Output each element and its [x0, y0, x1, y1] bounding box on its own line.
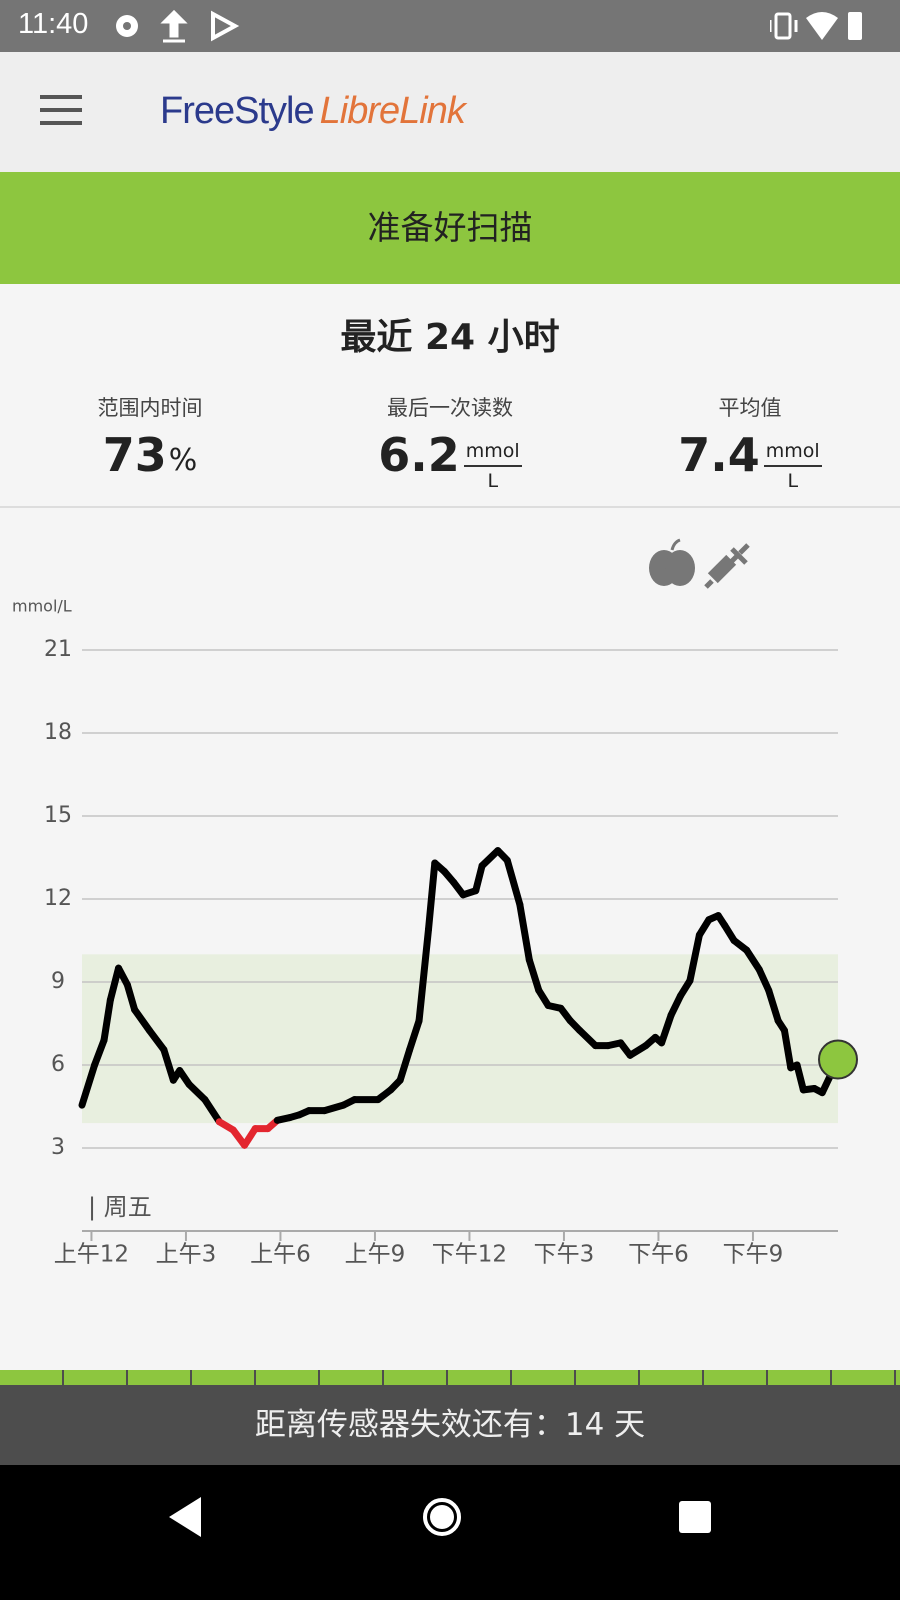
scan-banner[interactable]: 准备好扫描	[0, 172, 900, 284]
glucose-segment	[576, 1026, 599, 1050]
glucose-segment	[123, 981, 139, 1014]
y-tick-label: 15	[44, 803, 72, 828]
logo-text: LibreLink	[319, 90, 466, 132]
glucose-segment	[91, 1036, 108, 1069]
glucose-segment	[396, 1046, 414, 1084]
stat-unit: mmol	[763, 440, 822, 467]
glucose-segment	[686, 931, 703, 985]
stat-unit: mmol	[463, 440, 522, 467]
x-tick-label: 上午3	[156, 1242, 217, 1268]
glucose-segment	[525, 956, 543, 994]
x-tick-label: 下午12	[432, 1242, 507, 1268]
glucose-segment	[667, 992, 684, 1019]
stat-value: 7.4	[678, 428, 760, 482]
divider	[0, 506, 900, 508]
x-tick-label: 下午3	[534, 1242, 595, 1268]
logo-text: FreeStyle	[160, 90, 315, 132]
glucose-segment	[780, 1026, 795, 1072]
glucose-segment	[425, 859, 439, 933]
stat-unit: L	[787, 470, 799, 492]
x-tick-label: 上午12	[54, 1242, 129, 1268]
glucose-segment	[160, 1046, 177, 1084]
menu-button[interactable]	[40, 94, 82, 126]
stat-unit: L	[487, 470, 499, 492]
system-icons	[770, 12, 862, 40]
glucose-segment	[793, 1061, 807, 1094]
glucose-segment	[415, 925, 432, 1025]
food-icon	[649, 538, 695, 586]
logo: FreeStyle LibreLink	[160, 90, 466, 133]
y-tick-label: 6	[51, 1052, 65, 1077]
glucose-segment	[201, 1096, 223, 1126]
glucose-segment	[472, 862, 486, 895]
y-tick-label: 12	[44, 886, 72, 911]
stat-label: 范围内时间	[97, 396, 203, 420]
home-button[interactable]	[421, 1496, 463, 1538]
stat-unit: %	[168, 443, 198, 478]
sensor-life-bar	[0, 1370, 900, 1385]
status-bar: 11:40	[0, 0, 900, 52]
glucose-segment	[106, 964, 123, 1004]
app-bar: FreeStyle LibreLink	[0, 52, 900, 172]
glucose-segment	[185, 1080, 209, 1104]
glucose-segment	[145, 1026, 168, 1054]
y-axis-unit: mmol/L	[12, 597, 72, 616]
glucose-segment	[765, 986, 782, 1025]
y-tick-label: 18	[44, 720, 72, 745]
y-tick-label: 9	[51, 969, 65, 994]
last-reading	[818, 1039, 858, 1080]
y-tick-label: 3	[51, 1135, 65, 1160]
sensor-status: 距离传感器失效还有：14 天	[0, 1385, 900, 1465]
navigation-bar	[0, 1465, 900, 1600]
x-tick-label: 上午9	[345, 1242, 406, 1268]
back-button[interactable]	[165, 1495, 205, 1539]
clock: 11:40	[18, 8, 89, 40]
stat: 平均值 7.4 mmol L	[600, 392, 900, 492]
y-tick-label: 21	[44, 637, 72, 662]
glucose-segment	[406, 1017, 423, 1054]
glucose-segment	[755, 966, 773, 994]
glucose-segment	[516, 901, 533, 964]
glucose-chart: mmol/L | 周五 3 6 9 12 15 18 21 上午12 上午3 上午6 上午9 下午12…	[12, 538, 858, 1268]
x-tick-label: 下午6	[628, 1242, 689, 1268]
insulin-icon	[704, 543, 750, 589]
stat-value: 6.2	[378, 428, 460, 482]
glucose-segment	[100, 996, 114, 1044]
stat: 最后一次读数 6.2 mmol L	[300, 392, 600, 492]
glucose-segment	[131, 1006, 153, 1034]
status-icons	[116, 9, 240, 43]
stat-value: 73	[102, 428, 167, 482]
x-tick-label: 上午6	[250, 1242, 311, 1268]
day-label: | 周五	[88, 1193, 152, 1221]
glucose-segment	[503, 856, 524, 909]
section-title: 最近 24 小时	[340, 317, 560, 358]
target-range	[82, 954, 838, 1124]
glucose-segment	[478, 847, 502, 870]
x-tick-label: 下午9	[723, 1242, 784, 1268]
recents-button[interactable]	[677, 1499, 713, 1535]
stat-label: 最后一次读数	[387, 396, 513, 420]
stat: 范围内时间 73%	[0, 392, 300, 482]
stat-label: 平均值	[718, 396, 782, 420]
glucose-segment	[78, 1061, 99, 1109]
glucose-segment	[743, 946, 763, 974]
glucose-segment	[658, 1011, 675, 1047]
